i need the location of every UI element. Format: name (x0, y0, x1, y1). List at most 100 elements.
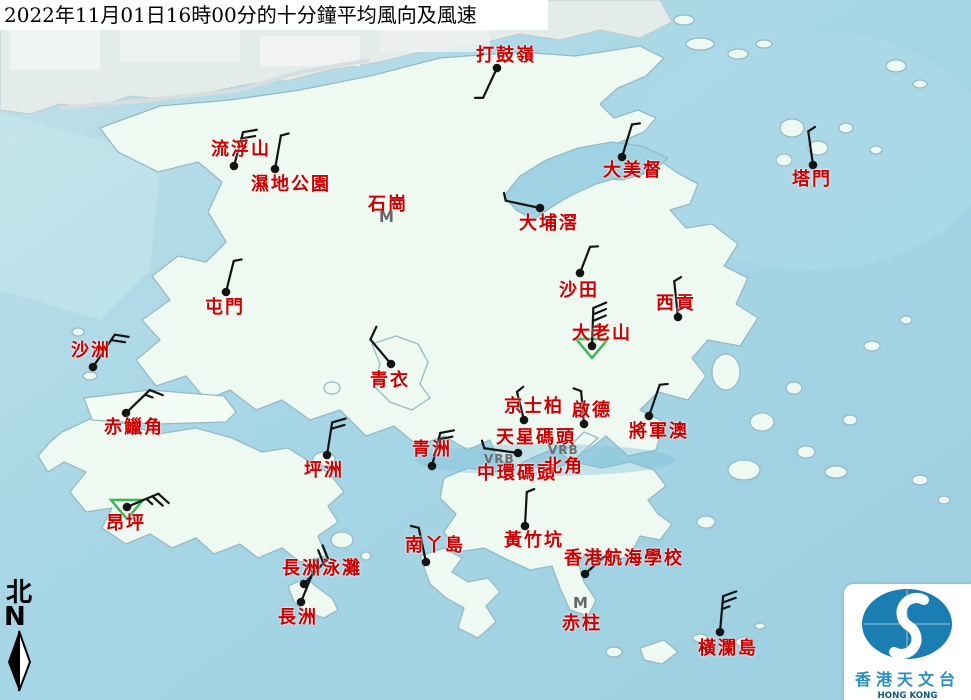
wind-barb-feather (409, 524, 420, 529)
title-bar: 2022年11月01日16時00分的十分鐘平均風向及風速 (0, 0, 548, 30)
wind-barb-shaft (273, 134, 283, 171)
wind-barb-feather (279, 132, 290, 137)
wind-barb-feather (314, 559, 321, 570)
observatory-logo-icon (862, 589, 952, 659)
station-dot (520, 521, 530, 531)
station-dot (715, 627, 725, 637)
station-dot (580, 569, 590, 579)
wind-barb-feather (321, 544, 329, 560)
station-dot (421, 557, 431, 567)
station-dot (299, 579, 309, 589)
wind-barb-feather (151, 495, 164, 507)
logo-chinese-name: 香港天文台 (854, 670, 960, 689)
station-dot (270, 164, 280, 174)
station-dot (519, 415, 529, 425)
wind-barb-shaft (580, 390, 586, 426)
highlevel-station-triangle-icon (108, 498, 146, 521)
wind-barb-feather (572, 387, 583, 393)
north-arrow-icon (8, 631, 32, 692)
wind-barb-feather (720, 605, 731, 611)
station-dot (513, 448, 523, 458)
wind-barb-feather (331, 417, 347, 424)
wind-barb-feather (241, 128, 258, 134)
wind-barb-feather (591, 323, 602, 329)
station-dot (587, 341, 597, 351)
wind-barb-feather (145, 497, 154, 506)
wind-barb-feather (592, 301, 608, 310)
wind-barb-feather (437, 435, 454, 441)
wind-barb-feather (673, 275, 683, 283)
land-shapes (37, 14, 951, 665)
north-chinese-label: 北 (6, 578, 33, 608)
wind-barb-shaft (583, 552, 609, 576)
station-dot (121, 408, 131, 418)
station-layer (88, 63, 818, 637)
wind-barb-feather (630, 122, 641, 126)
wind-barb-shaft (647, 383, 661, 418)
wind-barb-shaft (523, 490, 528, 528)
wind-barb-feather (502, 191, 507, 202)
wind-barb-shaft (620, 123, 634, 159)
station-dot (88, 362, 98, 372)
station-dot (386, 359, 396, 369)
station-dot (673, 312, 683, 322)
station-dot (492, 63, 502, 73)
station-dot (808, 160, 818, 170)
wind-barb-feather (721, 596, 737, 604)
wind-barb-feather (330, 423, 346, 430)
station-dot (575, 268, 585, 278)
station-dot (644, 411, 654, 421)
station-dot (322, 450, 332, 460)
wind-barb-feather (143, 393, 154, 399)
mirs-bay-tint (630, 30, 971, 270)
north-letter-label: N (4, 602, 26, 632)
wind-barb-feather (588, 245, 600, 248)
wind-barb-feather (525, 487, 536, 494)
logo-english-name: HONG KONG OBSERVATORY (877, 691, 938, 700)
wind-barb-shaft (515, 390, 526, 422)
wind-barb-shaft (578, 245, 592, 275)
wind-barb-feather (157, 492, 170, 505)
deep-bay-tint (0, 112, 160, 320)
wind-barb-feather (722, 590, 738, 598)
station-dot (579, 419, 589, 429)
wind-barb-shaft (481, 66, 499, 100)
wind-barb-feather (148, 388, 164, 397)
wind-barb-feather (240, 134, 257, 140)
map-title: 2022年11月01日16時00分的十分鐘平均風向及風速 (4, 3, 477, 27)
wind-barb-shaft (807, 130, 815, 167)
wind-barb-feather (807, 125, 817, 133)
station-dot (535, 203, 545, 213)
wind-barb-shaft (417, 526, 428, 564)
wind-barb-feather (439, 429, 456, 435)
tolo-harbour (503, 141, 670, 221)
wind-barb-shaft (504, 199, 542, 210)
wind-barb-feather (113, 333, 130, 338)
station-dot (296, 597, 306, 607)
wind-barb-feather (369, 325, 378, 341)
wind-barb-shaft (299, 571, 315, 604)
station-dot (229, 161, 239, 171)
wind-barb-shaft (369, 338, 393, 366)
wind-barb-feather (232, 258, 243, 263)
wind-barb-shaft (483, 447, 520, 455)
wind-barb-feather (110, 338, 127, 344)
wind-barb-feather (480, 439, 486, 450)
wind-barb-shaft (224, 259, 235, 294)
wind-barb-feather (317, 549, 325, 565)
station-dot (427, 461, 437, 471)
wind-barb-feather (515, 385, 525, 393)
hko-logo: 香港天文台 HONG KONG OBSERVATORY (844, 584, 971, 700)
victoria-harbour-tint (415, 444, 675, 476)
wind-barb-shaft (673, 280, 680, 319)
north-compass: 北 N (4, 580, 44, 697)
wind-barb-feather (606, 552, 622, 561)
wind-barb-feather (306, 565, 315, 574)
station-dot (617, 152, 627, 162)
station-dot (122, 502, 132, 512)
wind-barb-feather (658, 382, 669, 386)
wind-barb-feather (591, 307, 608, 316)
wind-barb-feather (591, 314, 607, 323)
